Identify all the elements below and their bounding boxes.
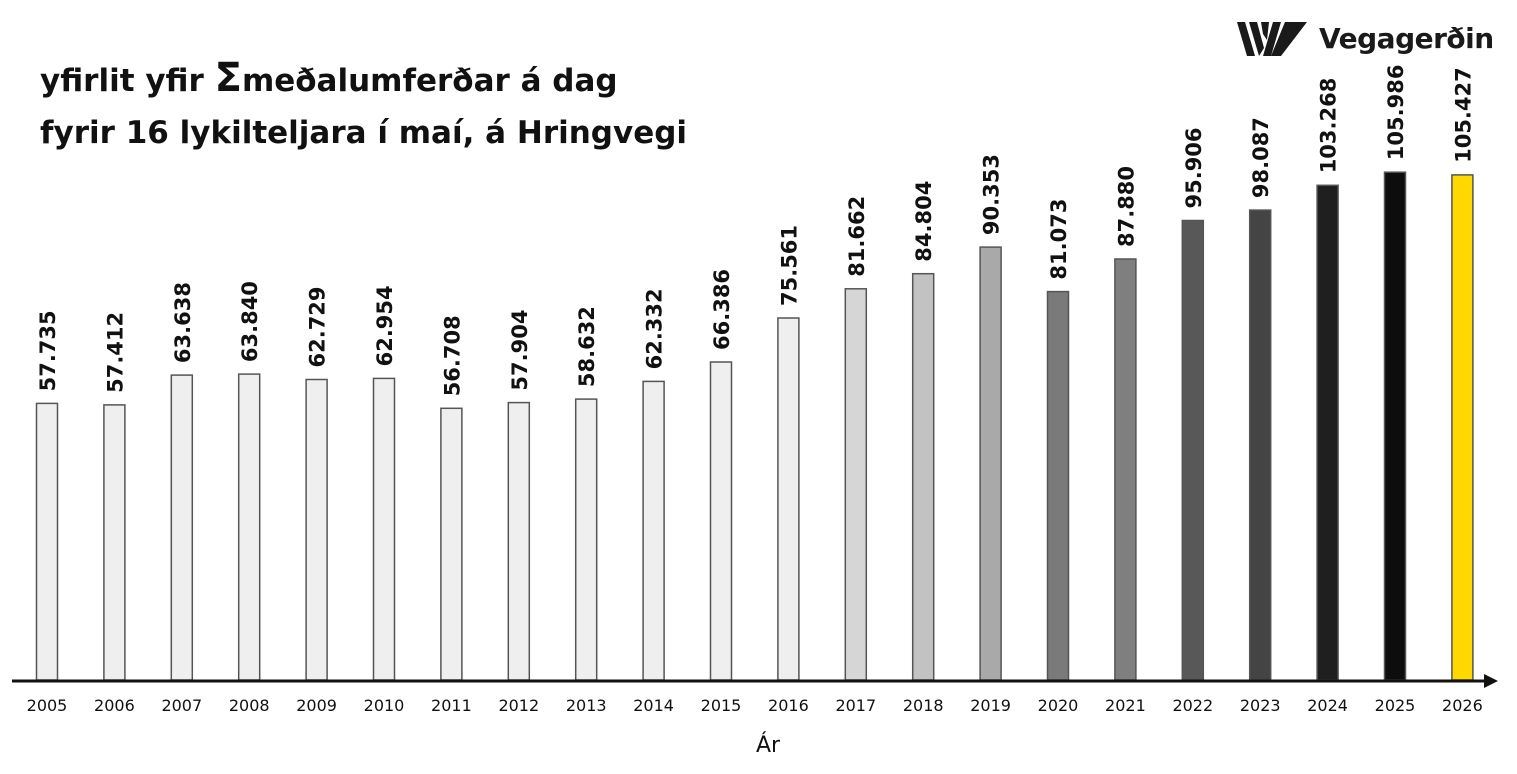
value-label-2006: 57.412	[103, 312, 127, 393]
x-tick-label-2016: 2016	[768, 696, 809, 715]
x-tick-label-2013: 2013	[566, 696, 607, 715]
x-tick-label-2025: 2025	[1375, 696, 1416, 715]
bar-2018	[911, 272, 935, 681]
bar-2013	[574, 398, 598, 681]
value-label-2009: 62.729	[306, 286, 330, 367]
bar-2011	[440, 407, 463, 681]
x-tick-label-2010: 2010	[364, 696, 405, 715]
x-tick-label-2026: 2026	[1442, 696, 1483, 715]
value-label-2021: 87.880	[1114, 166, 1138, 247]
bar-2019	[979, 246, 1002, 681]
x-tick-label-2020: 2020	[1038, 696, 1079, 715]
bar-2005	[35, 402, 59, 681]
bar-2020	[1046, 290, 1070, 681]
x-tick-label-2006: 2006	[94, 696, 135, 715]
value-label-2016: 75.561	[777, 225, 801, 306]
x-tick-label-2019: 2019	[970, 696, 1011, 715]
value-label-2005: 57.735	[36, 310, 60, 391]
value-label-2023: 98.087	[1249, 117, 1273, 198]
value-label-2013: 58.632	[575, 306, 599, 387]
value-label-2019: 90.353	[980, 154, 1004, 235]
value-label-2017: 81.662	[845, 196, 869, 277]
bar-2015	[709, 361, 733, 681]
x-axis-arrowhead	[1484, 674, 1498, 688]
value-label-2012: 57.904	[508, 310, 532, 391]
value-label-2015: 66.386	[710, 269, 734, 350]
x-tick-label-2008: 2008	[229, 696, 270, 715]
bar-2012	[507, 401, 531, 681]
value-label-2025: 105.986	[1384, 65, 1408, 161]
x-tick-label-2005: 2005	[27, 696, 68, 715]
bar-2006	[103, 404, 126, 681]
x-tick-label-2023: 2023	[1240, 696, 1281, 715]
vegagerdin-logo: Vegagerðin	[1237, 14, 1494, 62]
bar-2014	[642, 380, 665, 681]
value-label-2026: 105.427	[1451, 67, 1475, 163]
value-label-2008: 63.840	[238, 281, 262, 362]
x-tick-label-2009: 2009	[296, 696, 337, 715]
title-suffix: meðalumferðar á dag	[241, 63, 618, 99]
value-label-2014: 62.332	[643, 288, 667, 369]
chart-title: yfirlit yfir Σmeðalumferðar á dag fyrir …	[40, 52, 687, 159]
x-tick-label-2024: 2024	[1307, 696, 1348, 715]
logo-text: Vegagerðin	[1319, 21, 1494, 55]
bar-2016	[777, 317, 800, 681]
x-tick-labels-group: 2005 2006 2007 2008 2009 2010 2011 2012 2013 2014…	[27, 696, 1483, 715]
x-tick-label-2017: 2017	[835, 696, 876, 715]
value-label-2024: 103.268	[1317, 78, 1341, 174]
x-tick-label-2022: 2022	[1172, 696, 1213, 715]
value-label-2020: 81.073	[1047, 199, 1071, 280]
bar-2009	[305, 378, 328, 681]
value-label-2018: 84.804	[912, 181, 936, 262]
x-tick-label-2011: 2011	[431, 696, 472, 715]
bar-2010	[372, 377, 396, 681]
sigma-symbol: Σ	[214, 55, 242, 101]
value-label-2007: 63.638	[171, 282, 195, 363]
value-labels-group: 57.735 57.412 63.638 63.840 62.729 62.954 56.7…	[36, 65, 1475, 397]
x-tick-label-2007: 2007	[161, 696, 202, 715]
bar-2022	[1181, 219, 1205, 681]
bar-2008	[237, 373, 261, 681]
x-tick-label-2012: 2012	[498, 696, 539, 715]
value-label-2011: 56.708	[440, 315, 464, 396]
vegagerdin-stripes-logo-icon	[1237, 22, 1307, 56]
title-prefix: yfirlit yfir	[40, 63, 215, 99]
bar-2026	[1451, 174, 1474, 681]
x-tick-label-2015: 2015	[701, 696, 742, 715]
x-tick-label-2018: 2018	[903, 696, 944, 715]
bar-2023	[1248, 209, 1272, 681]
value-label-2022: 95.906	[1182, 127, 1206, 208]
bars-group	[35, 171, 1474, 681]
bar-2017	[844, 288, 868, 681]
bar-2024	[1316, 184, 1339, 681]
bar-2007	[170, 374, 194, 681]
chart-title-line-2: fyrir 16 lykilteljara í maí, á Hringvegi	[40, 115, 688, 151]
bar-2025	[1383, 171, 1407, 681]
x-axis-label: Ár	[756, 732, 781, 758]
chart-title-line-1: yfirlit yfir Σmeðalumferðar á dag	[40, 52, 687, 107]
bar-2021	[1114, 258, 1137, 681]
x-tick-label-2014: 2014	[633, 696, 674, 715]
x-tick-label-2021: 2021	[1105, 696, 1146, 715]
value-label-2010: 62.954	[373, 285, 397, 366]
